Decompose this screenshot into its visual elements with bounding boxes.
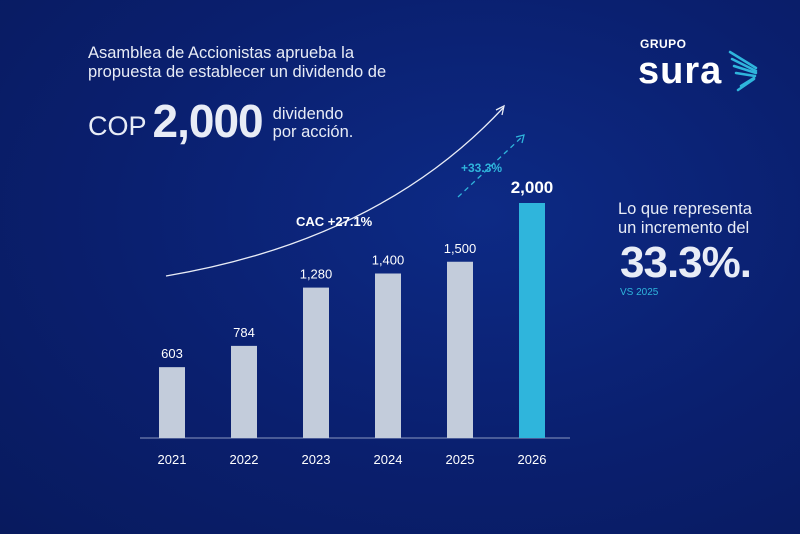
increase-arrowhead bbox=[515, 134, 525, 144]
x-tick-2024: 2024 bbox=[374, 452, 403, 467]
increment-value: 33.3%. bbox=[620, 238, 752, 287]
side-line: Lo que representa bbox=[618, 200, 752, 218]
data-label-2023: 1,280 bbox=[300, 267, 333, 282]
data-label-2024: 1,400 bbox=[372, 253, 405, 268]
bar-2021 bbox=[159, 367, 185, 438]
annotation-increase: +33.3% bbox=[461, 161, 502, 175]
suffix-line: por acción. bbox=[272, 123, 354, 141]
logo-sura: sura bbox=[638, 50, 723, 92]
cagr-arrowhead bbox=[495, 104, 505, 116]
data-label-2021: 603 bbox=[161, 346, 183, 361]
bar-2025 bbox=[447, 261, 473, 438]
currency: COP bbox=[88, 111, 147, 141]
increment-note: VS 2025 bbox=[620, 287, 659, 298]
bar-2024 bbox=[375, 273, 401, 438]
bar-2026 bbox=[519, 203, 545, 438]
increase-arrow bbox=[457, 135, 524, 198]
annotation-cagr: CAC +27.1% bbox=[296, 214, 373, 229]
dividend-amount: 2,000 bbox=[152, 95, 264, 147]
bar-2023 bbox=[303, 287, 329, 438]
side-text: Lo que representa un incremento del bbox=[618, 200, 752, 238]
data-label-2025: 1,500 bbox=[444, 241, 477, 256]
data-label-2026: 2,000 bbox=[511, 178, 554, 197]
suffix-line: dividendo bbox=[272, 105, 344, 123]
amount-suffix: dividendo por acción. bbox=[273, 105, 354, 142]
data-label-2022: 784 bbox=[233, 325, 255, 340]
headline: Asamblea de Accionistas aprueba la propu… bbox=[88, 44, 387, 81]
x-tick-2022: 2022 bbox=[230, 452, 259, 467]
cagr-arrow bbox=[165, 107, 504, 277]
x-tick-2021: 2021 bbox=[158, 452, 187, 467]
x-tick-2023: 2023 bbox=[302, 452, 331, 467]
amount-row: COP 2,000 dividendo por acción. bbox=[88, 95, 354, 147]
logo-grupo: GRUPO bbox=[640, 37, 687, 51]
x-tick-2026: 2026 bbox=[518, 452, 547, 467]
x-tick-2025: 2025 bbox=[446, 452, 475, 467]
bar-2022 bbox=[231, 345, 257, 438]
side-line: un incremento del bbox=[618, 219, 750, 237]
